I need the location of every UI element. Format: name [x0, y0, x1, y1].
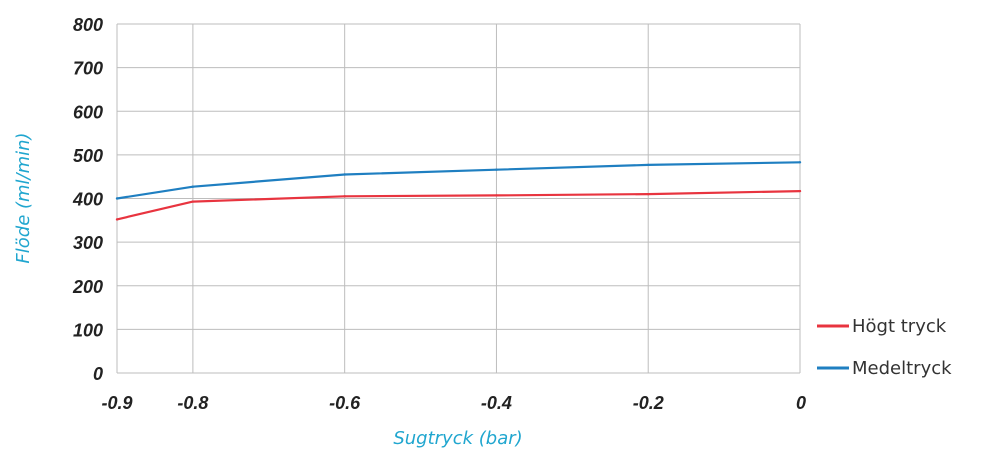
y-tick-label: 400 — [72, 190, 103, 210]
series-line-1 — [116, 161, 801, 200]
y-tick-label: 0 — [93, 364, 103, 384]
y-tick-label: 100 — [73, 320, 103, 340]
data-point — [191, 200, 195, 203]
y-tick-label: 500 — [73, 146, 103, 166]
x-tick-label: -0.6 — [329, 393, 361, 413]
x-tick-label: -0.9 — [101, 393, 132, 413]
grid — [116, 23, 801, 374]
y-tick-label: 700 — [73, 59, 103, 79]
y-tick-label: 800 — [73, 15, 103, 35]
x-tick-label: -0.4 — [481, 393, 512, 413]
x-axis-label: Sugtryck (bar) — [393, 428, 522, 449]
x-tick-label: 0 — [796, 393, 806, 413]
legend-label: Medeltryck — [852, 358, 952, 379]
data-point — [798, 161, 802, 164]
x-tick-label: -0.2 — [633, 393, 664, 413]
y-tick-label: 200 — [72, 277, 103, 297]
data-point — [647, 192, 650, 196]
y-tick-label: 600 — [73, 102, 103, 122]
data-point — [495, 168, 498, 171]
data-point — [343, 195, 346, 198]
y-axis-ticks: 0 100 200 300 400 500 600 700 800 — [72, 15, 103, 384]
data-point — [115, 218, 119, 221]
data-point — [495, 194, 498, 197]
x-tick-label: -0.8 — [177, 393, 208, 413]
series-lines — [115, 161, 802, 221]
data-point — [115, 197, 119, 200]
y-tick-label: 300 — [73, 233, 103, 253]
data-point — [343, 173, 346, 176]
y-axis-label: Flöde (ml/min) — [13, 132, 34, 263]
legend: Högt tryck Medeltryck — [817, 316, 952, 379]
x-axis-ticks: -0.9 -0.8 -0.6 -0.4 -0.2 0 — [101, 393, 806, 413]
data-point — [647, 163, 650, 167]
legend-label: Högt tryck — [852, 316, 947, 337]
data-point — [798, 189, 802, 193]
data-point — [191, 185, 195, 188]
series-line-0 — [116, 190, 801, 221]
